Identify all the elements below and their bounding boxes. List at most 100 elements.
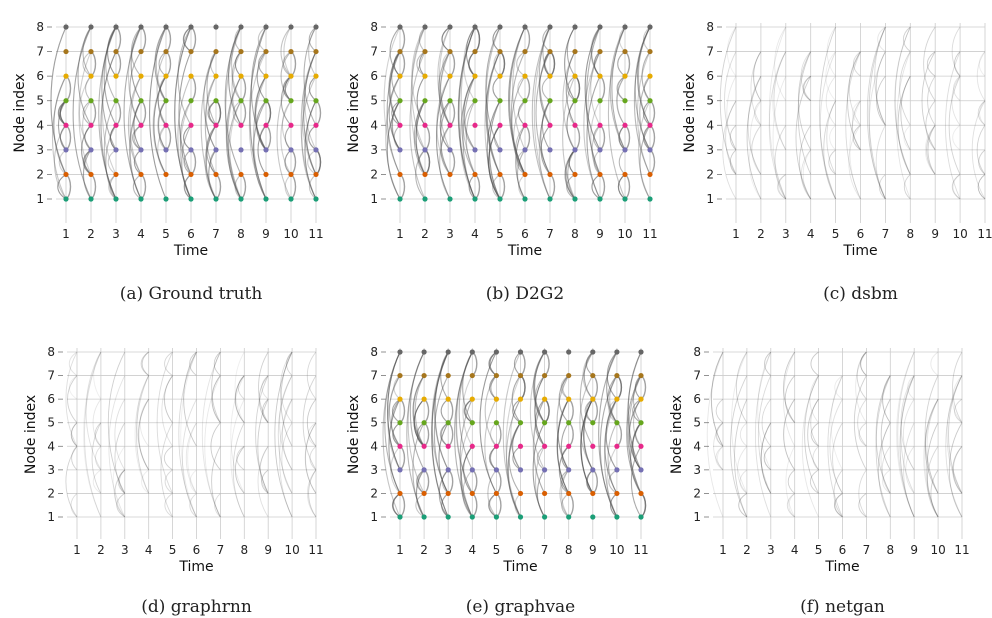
node-point — [63, 122, 69, 128]
edge-arc — [412, 422, 425, 518]
edge-arc — [823, 100, 836, 200]
edge-arc — [586, 469, 594, 494]
edge-arc — [777, 174, 787, 200]
edge-arc — [738, 493, 748, 518]
node-point — [397, 420, 403, 426]
node-point — [497, 196, 503, 202]
edge-arc — [608, 469, 618, 494]
edge-arc — [834, 493, 843, 518]
y-tick-label: 5 — [693, 416, 701, 430]
edge-arc — [609, 375, 618, 424]
x-tick-label: 8 — [571, 227, 579, 241]
x-tick-label: 7 — [882, 227, 890, 241]
edge-arc — [641, 51, 651, 102]
edge-arc — [880, 398, 891, 471]
edge-arc — [440, 124, 451, 175]
edge-arc — [590, 100, 601, 175]
edge-arc — [392, 422, 401, 447]
node-point — [238, 48, 244, 55]
node-point — [313, 24, 319, 30]
edge-arc — [604, 398, 618, 518]
x-tick-label: 11 — [954, 543, 969, 557]
panel-caption: (b) D2G2 — [486, 284, 564, 304]
edge-arc — [828, 149, 836, 175]
x-tick-label: 4 — [137, 227, 145, 241]
node-point — [188, 122, 194, 128]
edge-arc — [630, 446, 642, 518]
edge-arc — [123, 26, 142, 200]
edge-arc — [926, 51, 936, 77]
edge-arc — [468, 51, 476, 77]
edge-arc — [180, 351, 197, 518]
node-point — [647, 24, 653, 30]
edge-arc — [716, 422, 724, 447]
edge-arc — [590, 51, 601, 126]
x-tick-label: 11 — [642, 227, 657, 241]
edge-arc — [866, 26, 886, 200]
edge-arc — [979, 100, 986, 126]
edge-arc — [512, 398, 521, 424]
node-point — [288, 196, 294, 202]
edge-arc — [633, 26, 651, 175]
edge-arc — [630, 422, 642, 494]
node-point — [547, 171, 553, 178]
edge-arc — [574, 124, 581, 151]
node-point — [397, 467, 403, 473]
node-point — [188, 196, 194, 202]
node-point — [397, 396, 403, 402]
edge-arc — [923, 398, 939, 518]
edge-arc — [760, 422, 772, 494]
edge-arc — [456, 351, 473, 494]
edge-arc — [801, 375, 820, 518]
edge-arc — [566, 173, 576, 200]
edge-arc — [92, 469, 102, 494]
y-tick-label: 7 — [370, 45, 378, 59]
edge-arc — [109, 124, 117, 151]
x-tick-label: 7 — [546, 227, 554, 241]
grid-b — [390, 23, 651, 223]
edge-arc — [488, 492, 497, 518]
edge-arc — [607, 26, 626, 200]
node-point — [138, 98, 144, 104]
y-tick-label: 6 — [706, 69, 714, 83]
node-point — [517, 420, 524, 426]
edge-arc — [848, 51, 861, 126]
edge-arc — [78, 51, 92, 175]
edge-arc — [945, 51, 961, 200]
edge-arc — [410, 26, 426, 175]
edge-arc — [583, 398, 594, 471]
edge-arc — [207, 100, 217, 126]
edge-arc — [852, 51, 861, 77]
edge-arc — [259, 446, 269, 494]
edge-arc — [164, 493, 173, 518]
x-tick-label: 1 — [62, 227, 70, 241]
edge-arc — [165, 26, 172, 53]
node-point — [522, 24, 528, 30]
x-tick-label: 2 — [757, 227, 765, 241]
edge-arc — [512, 422, 521, 471]
edge-arc — [903, 174, 911, 200]
node-point — [542, 514, 548, 520]
edge-arc — [722, 100, 737, 200]
edge-arc — [924, 398, 939, 494]
edge-arc — [495, 422, 502, 447]
node-point — [421, 349, 427, 355]
edge-arc — [617, 174, 626, 200]
edge-arc — [881, 446, 891, 494]
node-point — [238, 73, 244, 79]
edge-arc — [945, 375, 963, 518]
edge-arc — [280, 351, 293, 447]
node-point — [138, 122, 144, 128]
edge-arc — [462, 375, 473, 447]
edge-arc — [190, 75, 197, 102]
edge-arc — [471, 492, 478, 518]
x-tick-label: 3 — [782, 227, 790, 241]
edge-arc — [639, 125, 651, 200]
edge-arc — [536, 445, 545, 471]
node-point — [113, 98, 119, 104]
x-tick-label: 8 — [240, 543, 248, 557]
node-point — [88, 24, 94, 30]
x-tick-label: 1 — [732, 227, 740, 241]
edge-arc — [626, 375, 642, 494]
node-point — [547, 122, 553, 128]
